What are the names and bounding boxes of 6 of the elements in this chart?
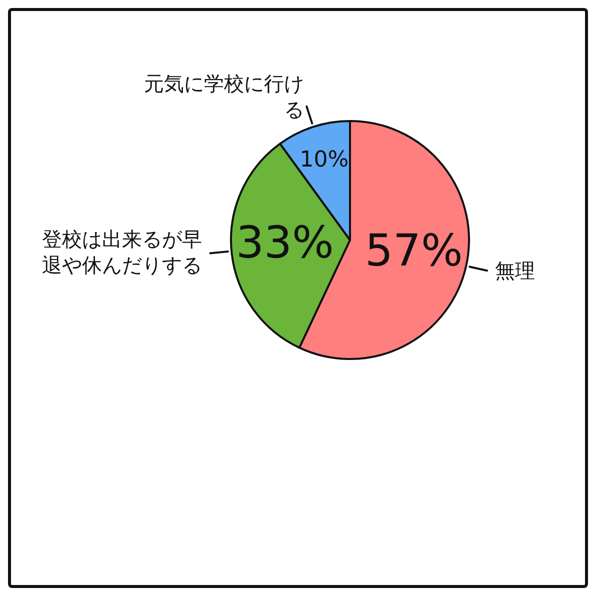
slice-label: 元気に学校に行ける: [144, 72, 304, 122]
data-label: 33%: [236, 218, 334, 269]
slice-label: 登校は出来るが早退や休んだりする: [42, 227, 202, 278]
data-label: 57%: [364, 226, 463, 277]
slice-label: 無理: [495, 258, 536, 283]
data-label: 10%: [300, 147, 349, 172]
